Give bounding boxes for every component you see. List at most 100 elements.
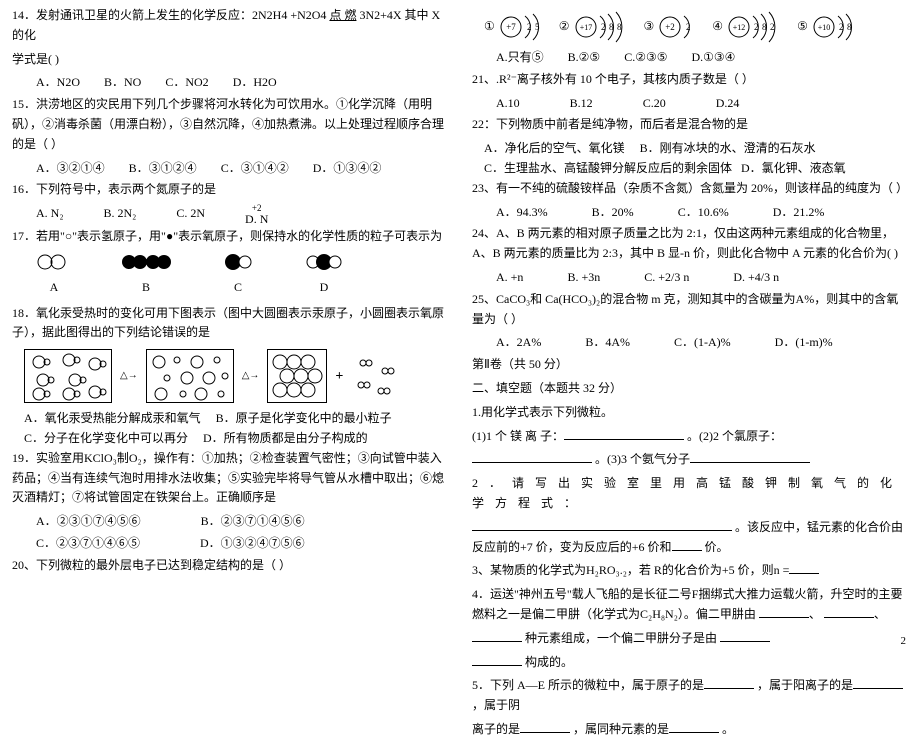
svg-text:2: 2: [601, 22, 606, 32]
molecule-a-icon: [36, 253, 72, 271]
box4-icon: [351, 349, 399, 403]
q20-d: D.①③④: [691, 48, 735, 68]
q21-b: B.12: [570, 94, 593, 114]
svg-text:+10: +10: [818, 23, 831, 32]
blank: [669, 721, 719, 733]
q18-diagram: △→ △→ +: [24, 349, 448, 403]
shell-diagrams: ① +725 ② +17288 ③ +22 ④ +12282 ⑤ +1028: [472, 10, 908, 44]
q25-c: C．(1-A)%: [674, 333, 731, 353]
q18-ab: A．氧化汞受热能分解成汞和氧气 B．原子是化学变化中的最小粒子: [12, 409, 448, 429]
q25-d: D．(1-m)%: [775, 333, 833, 353]
f5-line2: 离子的是 ，属同种元素的是 。: [472, 720, 908, 740]
q19-opts1: A．②③①⑦④⑤⑥ B．②③⑦①④⑤⑥: [12, 512, 448, 532]
svg-text:8: 8: [847, 22, 852, 32]
q16-a: A. N₂: [36, 204, 64, 225]
q22-c: C．生理盐水、高锰酸钾分解反应后的剩余固体: [484, 161, 732, 175]
q17-figs: A B C D: [12, 253, 448, 298]
q18: 18．氧化汞受热时的变化可用下图表示（图中大圆圈表示汞原子，小圆圈表示氧原子），…: [12, 304, 448, 344]
q20-c: C.②③⑤: [624, 48, 667, 68]
f4-t4: 构成的。: [525, 655, 573, 669]
q20-a: A.只有⑤: [496, 48, 544, 68]
blank: [564, 428, 684, 440]
q24-d: D. +4/3 n: [733, 268, 779, 288]
right-column: ① +725 ② +17288 ③ +22 ④ +12282 ⑤ +1028 A…: [460, 0, 920, 651]
q16-c: C. 2N: [176, 204, 205, 225]
q21: 21、.R²⁻离子核外有 10 个电子，其核内质子数是（ ）: [472, 70, 908, 90]
shell-3-icon: +22: [656, 10, 694, 44]
q14-d: D．H2O: [233, 73, 277, 93]
blank: [690, 451, 810, 463]
f3: 3、某物质的化学式为H₂RO₃.₂，若 R的化合价为+5 价，则n =: [472, 561, 908, 581]
page-number: 2: [901, 635, 907, 647]
q24-b: B. +3n: [567, 268, 600, 288]
q22: 22：下列物质中前者是纯净物，而后者是混合物的是: [472, 115, 908, 135]
shell-1: ① +725: [484, 10, 541, 44]
q16-opts: A. N₂ B. 2N₂ C. 2N +2D. N: [12, 204, 448, 225]
shell-2-icon: +17288: [572, 10, 626, 44]
q25-a: A．2A%: [496, 333, 541, 353]
q15-b: B．③①②④: [129, 159, 197, 179]
q23-b: B．20%: [592, 203, 634, 223]
svg-text:2: 2: [754, 22, 759, 32]
f5-t3: 离子的是: [472, 722, 520, 736]
svg-text:8: 8: [762, 22, 767, 32]
q19-d: D．①③②④⑦⑤⑥: [200, 534, 305, 554]
shell-4-icon: +12282: [725, 10, 779, 44]
blank: [824, 606, 874, 618]
f3-text: 3、某物质的化学式为H₂RO₃.₂，若 R的化合价为+5 价，则n =: [472, 563, 789, 577]
q22-a: A．净化后的空气、氧化镁: [484, 141, 625, 155]
q19-a: A．②③①⑦④⑤⑥: [36, 512, 141, 532]
left-column: 14．发射通讯卫星的火箭上发生的化学反应：2N2H4 +N2O4 点 燃 3N2…: [0, 0, 460, 651]
blank: [472, 451, 592, 463]
blank: [472, 630, 522, 642]
shell-1-icon: +725: [497, 10, 541, 44]
q24-c: C. +2/3 n: [644, 268, 689, 288]
f2: 2 ． 请 写 出 实 验 室 里 用 高 锰 酸 钾 制 氧 气 的 化 学 …: [472, 474, 908, 514]
f4-line2: 种元素组成，一个偏二甲肼分子是由: [472, 629, 908, 649]
q20-b: B.②⑤: [568, 48, 601, 68]
f4-line3: 构成的。: [472, 653, 908, 673]
q22-cd: C．生理盐水、高锰酸钾分解反应后的剩余固体 D．氯化钾、液态氧: [472, 159, 908, 179]
q21-d: D.24: [716, 94, 740, 114]
q16-d: +2D. N: [245, 204, 268, 225]
shell-5: ⑤ +1028: [797, 10, 856, 44]
svg-text:8: 8: [609, 22, 614, 32]
q15-c: C．③①④②: [221, 159, 289, 179]
f5-text: 5．下列 A—E 所示的微粒中，属于原子的是: [472, 678, 704, 692]
q20: 20、下列微粒的最外层电子已达到稳定结构的是（ ）: [12, 556, 448, 576]
svg-text:+12: +12: [733, 23, 746, 32]
blank: [672, 539, 702, 551]
q14-a: A．N2O: [36, 73, 80, 93]
molecule-b-icon: [120, 253, 172, 271]
q19-opts2: C．②③⑦①④⑥⑤ D．①③②④⑦⑤⑥: [12, 534, 448, 554]
shell-3: ③ +22: [644, 10, 695, 44]
arrow-1-icon: △→: [120, 368, 138, 385]
q22-d: D．氯化钾、液态氧: [741, 161, 846, 175]
q16-b: B. 2N₂: [104, 204, 137, 225]
molecule-c-icon: [220, 253, 256, 271]
q25-b: B．4A%: [585, 333, 630, 353]
shell-2: ② +17288: [559, 10, 626, 44]
box1-icon: [25, 350, 113, 404]
f1: 1.用化学式表示下列微粒。: [472, 403, 908, 423]
svg-text:+17: +17: [579, 23, 592, 32]
q15-d: D．①③④②: [313, 159, 382, 179]
blank: [759, 606, 809, 618]
blank: [472, 519, 732, 531]
q17-figA: A: [36, 253, 72, 298]
q22-b: B．刚有冰块的水、澄清的石灰水: [640, 141, 816, 155]
section2-title: 二、填空题（本题共 32 分）: [472, 379, 908, 399]
q19-b: B．②③⑦①④⑤⑥: [201, 512, 305, 532]
svg-text:2: 2: [839, 22, 844, 32]
f5-t1: ，属于阳离子的是: [757, 678, 853, 692]
q14-b: B．NO: [104, 73, 141, 93]
shell-5-icon: +10 28: [810, 10, 856, 44]
q17: 17．若用"○"表示氢原子，用"●"表示氧原子，则保持水的化学性质的粒子可表示为: [12, 227, 448, 247]
part2-title: 第Ⅱ卷（共 50 分）: [472, 355, 908, 375]
q17-figB: B: [120, 253, 172, 298]
q19-c: C．②③⑦①④⑥⑤: [36, 534, 140, 554]
blank: [789, 562, 819, 574]
q23-d: D．21.2%: [773, 203, 825, 223]
q14-cond: 点 燃: [329, 8, 356, 22]
q21-a: A.10: [496, 94, 520, 114]
